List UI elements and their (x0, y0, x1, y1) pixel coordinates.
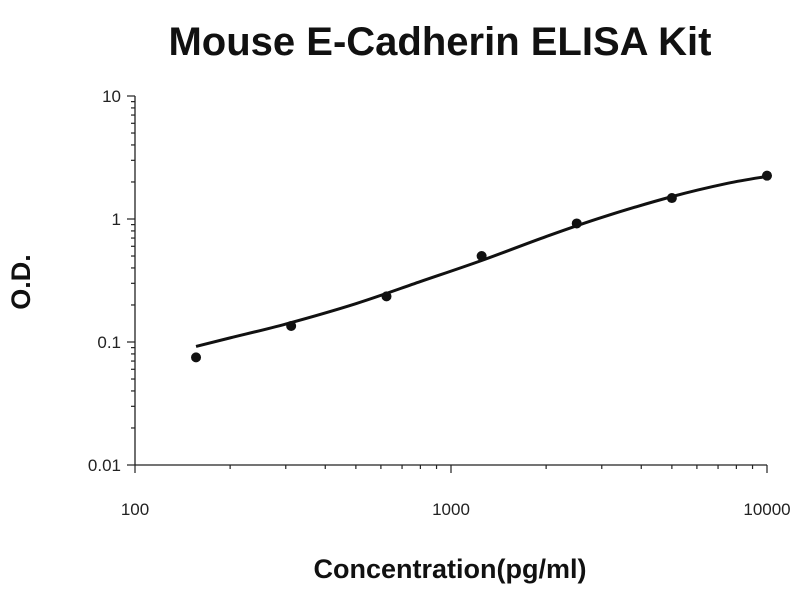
data-point (476, 251, 487, 262)
x-axis-label: Concentration(pg/ml) (314, 554, 587, 584)
data-point (666, 193, 677, 204)
y-axis-label: O.D. (6, 254, 36, 310)
data-point (571, 218, 582, 229)
fit-curve-layer (195, 174, 768, 348)
x-tick-label: 100 (121, 500, 149, 519)
data-point (381, 291, 392, 302)
x-tick-label: 1000 (432, 500, 470, 519)
data-point (191, 352, 202, 363)
y-tick-label: 10 (102, 87, 121, 106)
x-tick-label: 10000 (743, 500, 790, 519)
data-point (286, 320, 297, 331)
fit-curve-line (195, 174, 768, 348)
y-tick-label: 0.01 (88, 456, 121, 475)
y-tick-label: 0.1 (97, 333, 121, 352)
data-point (762, 170, 772, 181)
y-tick-label: 1 (112, 210, 121, 229)
data-points-layer (191, 170, 772, 363)
chart-title: Mouse E-Cadherin ELISA Kit (168, 20, 711, 64)
axes: 10 1 0.1 0.01 100 1000 10000 (88, 87, 791, 519)
